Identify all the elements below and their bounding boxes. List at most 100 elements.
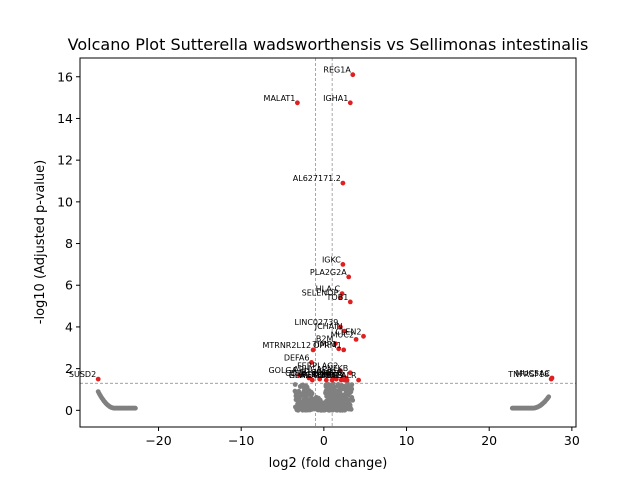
significant-point (317, 376, 323, 382)
nonsignificant-point (334, 406, 340, 411)
y-tick-label: 16 (57, 69, 73, 84)
nonsignificant-point (308, 391, 313, 397)
significant-point (341, 347, 347, 353)
gene-label: ACTB (321, 371, 342, 380)
gene-label: S100A6 (301, 368, 332, 377)
x-tick-label: 0 (320, 433, 328, 448)
significant-point (333, 341, 338, 346)
nonsignificant-point (133, 405, 138, 411)
nonsignificant-point (292, 388, 298, 394)
significant-point (340, 180, 346, 186)
gene-label: HLA-C (316, 285, 341, 294)
nonsignificant-point (304, 395, 309, 401)
significant-point (296, 372, 302, 378)
significant-point (338, 377, 344, 383)
nonsignificant-point (328, 393, 334, 399)
significant-point (338, 324, 343, 330)
nonsignificant-point (303, 389, 309, 394)
gene-label: JCHAIN (314, 322, 343, 331)
significant-point (336, 346, 342, 352)
nonsignificant-point (348, 384, 354, 390)
gene-label: ARHGAP (293, 365, 327, 374)
y-tick-label: 6 (65, 278, 73, 293)
significant-point (350, 72, 356, 78)
gene-label: REG1A (323, 66, 351, 75)
gene-label: MUC1 (301, 371, 324, 380)
nonsignificant-point (320, 407, 325, 412)
significant-point (338, 295, 343, 301)
significant-point (95, 376, 101, 382)
x-tick-label: 10 (399, 433, 415, 448)
nonsignificant-point (326, 385, 332, 390)
nonsignificant-point (340, 407, 346, 413)
nonsignificant-point (293, 393, 299, 399)
gene-label: OPRM1 (313, 341, 342, 350)
y-tick-label: 12 (57, 153, 73, 168)
x-tick-label: 30 (564, 433, 580, 448)
nonsignificant-point (335, 392, 340, 398)
gene-label: GOLGA (268, 366, 297, 375)
gene-label: SLC26 (316, 368, 341, 377)
nonsignificant-point (323, 382, 329, 388)
y-axis-label: -log10 (Adjusted p-value) (33, 160, 48, 324)
significant-point (329, 377, 335, 383)
gene-label: IGKC (322, 255, 341, 264)
gene-label: TIMP1 (312, 340, 337, 349)
gene-label: TNFRSF18 (507, 370, 549, 379)
significant-point (347, 100, 353, 106)
gene-label: TFF3 (323, 369, 343, 378)
significant-point (326, 371, 332, 377)
nonsignificant-point (292, 382, 298, 387)
chart-title: Volcano Plot Sutterella wadsworthensis v… (68, 35, 589, 54)
significant-point (353, 337, 359, 342)
nonsignificant-point (302, 407, 307, 413)
nonsignificant-point (546, 394, 552, 400)
y-tick-label: 8 (65, 236, 73, 251)
gene-label: CALR (336, 371, 358, 380)
significant-point (346, 274, 352, 280)
nonsignificant-point (344, 383, 350, 389)
significant-point (342, 377, 347, 383)
gene-label: PIGR (299, 370, 318, 379)
gene-label: NFKB (327, 364, 348, 373)
gene-label: TGFBR (311, 371, 339, 380)
x-tick-label: 20 (481, 433, 497, 448)
nonsignificant-point (295, 404, 301, 410)
significant-point (339, 291, 345, 296)
gene-label: MUC5AC (516, 369, 551, 378)
nonsignificant-point (343, 388, 349, 394)
plot-area: REG1A MALAT1 IGHA1 AL627171.2 IGKC PLA2G2A HLA… (57, 58, 580, 448)
y-tick-label: 2 (65, 361, 73, 376)
gene-label: DEFA6 (284, 353, 310, 362)
nonsignificant-point (295, 398, 301, 404)
nonsignificant-point (341, 394, 347, 399)
y-tick-label: 14 (57, 111, 73, 126)
significant-point (323, 377, 329, 383)
gene-label: IFI27 (326, 371, 346, 380)
nonsignificant-point (341, 399, 346, 405)
gene-label: CD74 (285, 369, 307, 378)
nonsignificant-point (327, 388, 333, 394)
significant-point (347, 370, 353, 376)
significant-point (361, 333, 366, 339)
gene-label: SUSD2 (69, 370, 96, 379)
significant-point (342, 328, 347, 334)
gene-label: SELENOP (302, 289, 339, 298)
gene-label: MALAT1 (264, 94, 296, 103)
x-tick-label: −20 (145, 433, 171, 448)
significant-point (340, 262, 346, 267)
x-axis-label: log2 (fold change) (269, 456, 388, 471)
nonsignificant-point (335, 382, 341, 387)
significant-point (295, 100, 300, 106)
gene-label: HLA-DRB1 (289, 371, 330, 380)
significant-point (309, 360, 314, 365)
significant-point (347, 299, 353, 305)
gene-label: AL627171.2 (293, 174, 341, 183)
significant-point (309, 377, 315, 383)
nonsignificant-point (315, 406, 321, 412)
gene-label: LCN2 (313, 370, 334, 379)
nonsignificant-point (349, 395, 355, 400)
gene-label: IGHA1 (323, 94, 348, 103)
y-tick-label: 4 (65, 319, 73, 334)
